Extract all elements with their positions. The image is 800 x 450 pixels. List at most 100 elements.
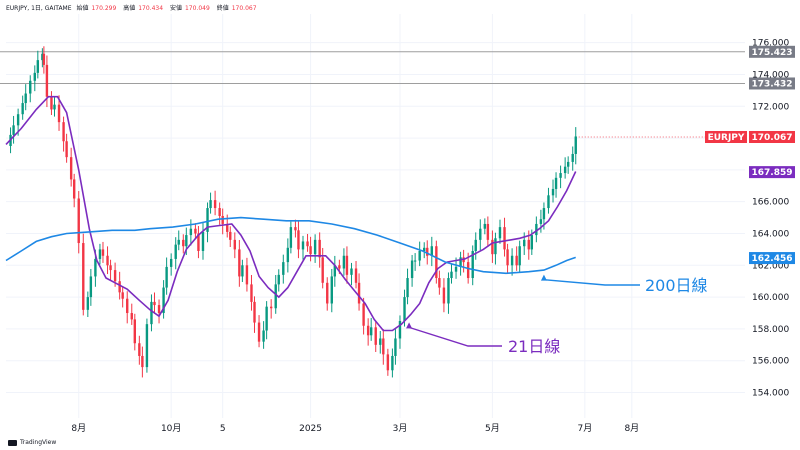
candle-body: [130, 313, 133, 320]
candle-body: [523, 239, 526, 247]
candle-body: [50, 96, 53, 110]
candle-body: [118, 281, 121, 293]
candle-body: [418, 250, 421, 261]
ma-line[interactable]: [5, 95, 577, 332]
candle-body: [297, 230, 300, 250]
candle-body: [423, 247, 426, 251]
candle-body: [126, 298, 129, 314]
candle-body: [245, 265, 249, 285]
symbol-tag-text: EURJPY: [708, 133, 745, 143]
candle-body: [106, 255, 109, 266]
candle-body: [41, 53, 44, 61]
tradingview-logo-icon: [8, 439, 17, 446]
candle-body: [382, 338, 385, 355]
price-tag: [749, 252, 795, 265]
y-tick-label: 154.000: [752, 389, 789, 399]
candle-body: [471, 250, 474, 279]
candle-body: [350, 268, 353, 275]
candle-body: [24, 93, 27, 104]
y-tick-label: 172.000: [752, 102, 789, 112]
candle-body: [498, 227, 502, 239]
candle-body: [145, 324, 149, 368]
candle-body: [447, 278, 450, 304]
y-tick-label: 158.000: [752, 325, 789, 335]
low-value: 170.049: [184, 5, 210, 12]
candle-body: [218, 208, 221, 216]
candle-body: [77, 198, 80, 244]
candle-body: [426, 247, 429, 256]
y-tick-label: 162.000: [752, 261, 789, 271]
candle-body: [241, 265, 244, 277]
candle-body: [527, 239, 530, 250]
level-price-tag: [749, 45, 795, 58]
candle-body: [29, 80, 32, 94]
annotation-arrow-line: [408, 326, 502, 347]
candle-body: [391, 355, 394, 371]
candle-body: [86, 297, 90, 310]
annotation-label: 21日線: [508, 337, 560, 356]
candle-body: [566, 161, 570, 167]
candle-body: [379, 338, 382, 345]
candle-body: [138, 343, 141, 356]
candle-body: [438, 278, 441, 288]
candle-body: [62, 122, 65, 142]
candle-body: [36, 60, 40, 73]
low-label: 安値: [169, 5, 182, 12]
candle-body: [289, 227, 293, 248]
candle-body: [539, 219, 543, 224]
candle-body: [89, 276, 93, 298]
candle-body: [277, 274, 280, 285]
candle-body: [213, 200, 217, 209]
candle-body: [133, 319, 136, 344]
candle-body: [121, 292, 124, 299]
candles: [9, 46, 577, 378]
level-price-tag-text: 175.423: [752, 48, 793, 58]
candle-body: [491, 239, 494, 255]
x-tick-label: 8月: [624, 423, 639, 434]
candle-body: [313, 239, 317, 255]
candle-body: [362, 303, 365, 326]
x-tick-label: 10月: [161, 423, 181, 434]
candle-body: [494, 238, 497, 255]
candle-body: [406, 278, 409, 298]
candle-body: [209, 200, 212, 209]
candle-body: [318, 239, 321, 258]
candle-body: [162, 287, 165, 314]
candle-body: [486, 223, 490, 240]
candle-body: [306, 241, 309, 247]
ma-line[interactable]: [5, 216, 576, 275]
candle-body: [165, 266, 168, 288]
x-tick-label: 2025: [299, 424, 322, 434]
candle-body: [45, 64, 49, 97]
candle-body: [413, 260, 417, 262]
candle-body: [286, 247, 290, 263]
candle-body: [518, 246, 521, 266]
y-tick-label: 176.000: [752, 39, 789, 49]
symbol-tag: [705, 130, 747, 143]
candle-body: [559, 173, 562, 178]
candle-body: [42, 53, 46, 65]
candle-body: [82, 243, 85, 310]
high-label: 高値: [123, 5, 136, 12]
candle-body: [474, 239, 477, 251]
candle-body: [238, 249, 241, 277]
brand-label: TradingView: [20, 439, 57, 446]
candle-body: [394, 338, 397, 356]
y-tick-label: 174.000: [752, 70, 789, 80]
candle-body: [233, 239, 237, 250]
x-tick-label: 8月: [71, 423, 86, 434]
candle-body: [459, 257, 462, 267]
candle-body: [571, 153, 574, 162]
candle-body: [157, 305, 161, 314]
candle-body: [515, 255, 518, 266]
candle-body: [189, 228, 193, 236]
candle-body: [94, 258, 97, 277]
candle-body: [369, 327, 373, 336]
candle-body: [510, 255, 514, 266]
candle-body: [386, 354, 390, 371]
candle-body: [182, 239, 185, 247]
candle-body: [333, 265, 337, 277]
candle-body: [554, 177, 558, 189]
price-tag-text: 167.859: [752, 168, 793, 178]
